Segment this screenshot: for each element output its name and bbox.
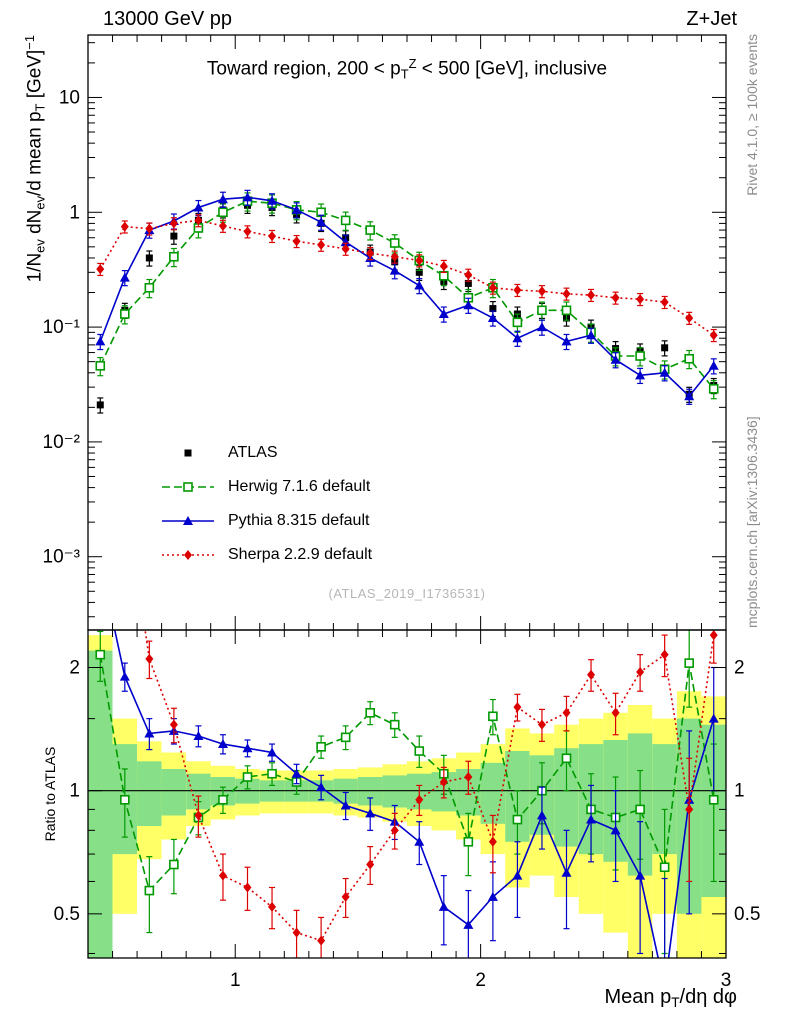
svg-text:10⁻²: 10⁻² (43, 432, 81, 453)
svg-text:3: 3 (721, 970, 732, 991)
svg-text:2: 2 (69, 658, 80, 679)
mcplots-reference-note: mcplots.cern.ch [arXiv:1306.3436] (744, 416, 760, 628)
beam-energy-label: 13000 GeV pp (103, 8, 232, 30)
svg-text:1: 1 (230, 970, 241, 991)
rivet-version-note: Rivet 4.1.0, ≥ 100k events (744, 34, 760, 196)
svg-text:10: 10 (59, 87, 80, 108)
sherpa-marker-icon (160, 546, 216, 564)
svg-text:2: 2 (734, 658, 745, 679)
plot-title: Toward region, 200 < pTZ < 500 [GeV], in… (206, 56, 608, 82)
svg-text:1: 1 (69, 202, 80, 223)
pythia-marker-icon (160, 512, 216, 530)
svg-text:1: 1 (734, 781, 745, 802)
legend: ATLAS Herwig 7.1.6 default Pythia 8.315 … (160, 436, 372, 572)
svg-text:10⁻³: 10⁻³ (43, 547, 81, 568)
legend-item-sherpa: Sherpa 2.2.9 default (160, 538, 372, 572)
main-series (95, 189, 719, 414)
y-axis-title: 1/Nev dNev/d mean pT [GeV]−1 (22, 35, 48, 283)
ratio-series (95, 630, 719, 958)
process-label: Z+Jet (686, 8, 737, 30)
analysis-id-watermark: (ATLAS_2019_I1736531) (328, 586, 486, 601)
legend-item-pythia: Pythia 8.315 default (160, 504, 372, 538)
legend-item-atlas: ATLAS (160, 436, 372, 470)
legend-label-sherpa: Sherpa 2.2.9 default (228, 546, 373, 563)
x-axis-title: Mean pT/dη dφ (604, 986, 737, 1011)
legend-item-herwig: Herwig 7.1.6 default (160, 470, 372, 504)
herwig-marker-icon (160, 478, 216, 496)
ratio-axis-title: Ratio to ATLAS (42, 746, 58, 842)
axis-ticks: 1 2 3 10 1 10⁻¹ 10⁻² 10⁻³ 0.5 0.5 1 1 2 2 (43, 35, 760, 991)
svg-text:0.5: 0.5 (54, 904, 80, 925)
legend-label-atlas: ATLAS (228, 444, 278, 461)
ratio-bands (88, 635, 726, 958)
legend-label-pythia: Pythia 8.315 default (228, 512, 370, 529)
svg-text:1: 1 (69, 781, 80, 802)
atlas-marker-icon (160, 444, 216, 462)
svg-text:10⁻¹: 10⁻¹ (43, 317, 81, 338)
svg-text:2: 2 (475, 970, 486, 991)
legend-label-herwig: Herwig 7.1.6 default (228, 478, 371, 495)
svg-text:0.5: 0.5 (734, 904, 760, 925)
